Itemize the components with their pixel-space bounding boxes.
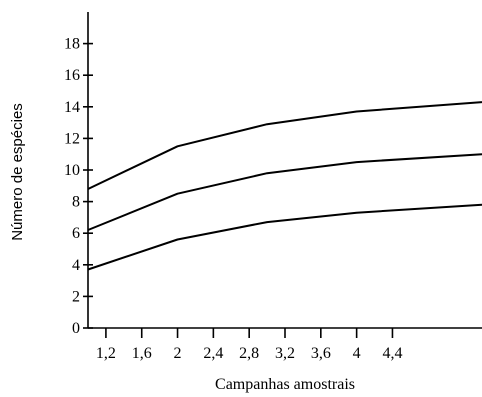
y-tick-label-9: 18	[64, 36, 80, 53]
ticks-layer: 0 2 4 6 8 10 12 14 16 18 1,2 1,6 2 2,4 2,8 3,2 3,6 4 4,4	[64, 36, 402, 362]
x-tick-label-7: 4	[353, 345, 361, 362]
series-layer	[87, 101, 482, 271]
x-tick-label-1: 1,6	[132, 345, 152, 362]
x-tick-label-0: 1,2	[96, 345, 116, 362]
x-tick-label-4: 2,8	[239, 345, 259, 362]
y-tick-label-0: 0	[72, 320, 80, 337]
y-tick-label-4: 8	[72, 194, 80, 211]
y-tick-label-1: 2	[72, 288, 80, 305]
x-tick-label-3: 2,4	[203, 345, 223, 362]
y-tick-label-3: 6	[72, 225, 80, 242]
y-axis-title: Número de espécies	[9, 103, 26, 241]
x-tick-label-2: 2	[174, 345, 182, 362]
x-tick-label-5: 3,2	[275, 345, 295, 362]
x-tick-label-6: 3,6	[311, 345, 331, 362]
series-line-2	[87, 203, 482, 271]
y-tick-label-2: 4	[72, 257, 80, 274]
y-tick-label-5: 10	[64, 162, 80, 179]
y-tick-label-7: 14	[64, 99, 80, 116]
x-tick-label-8: 4,4	[382, 345, 402, 362]
series-line-1	[87, 153, 482, 231]
y-tick-label-8: 16	[64, 67, 80, 84]
x-axis-title: Campanhas amostrais	[215, 376, 355, 393]
y-tick-label-6: 12	[64, 130, 80, 147]
series-line-0	[87, 101, 482, 190]
